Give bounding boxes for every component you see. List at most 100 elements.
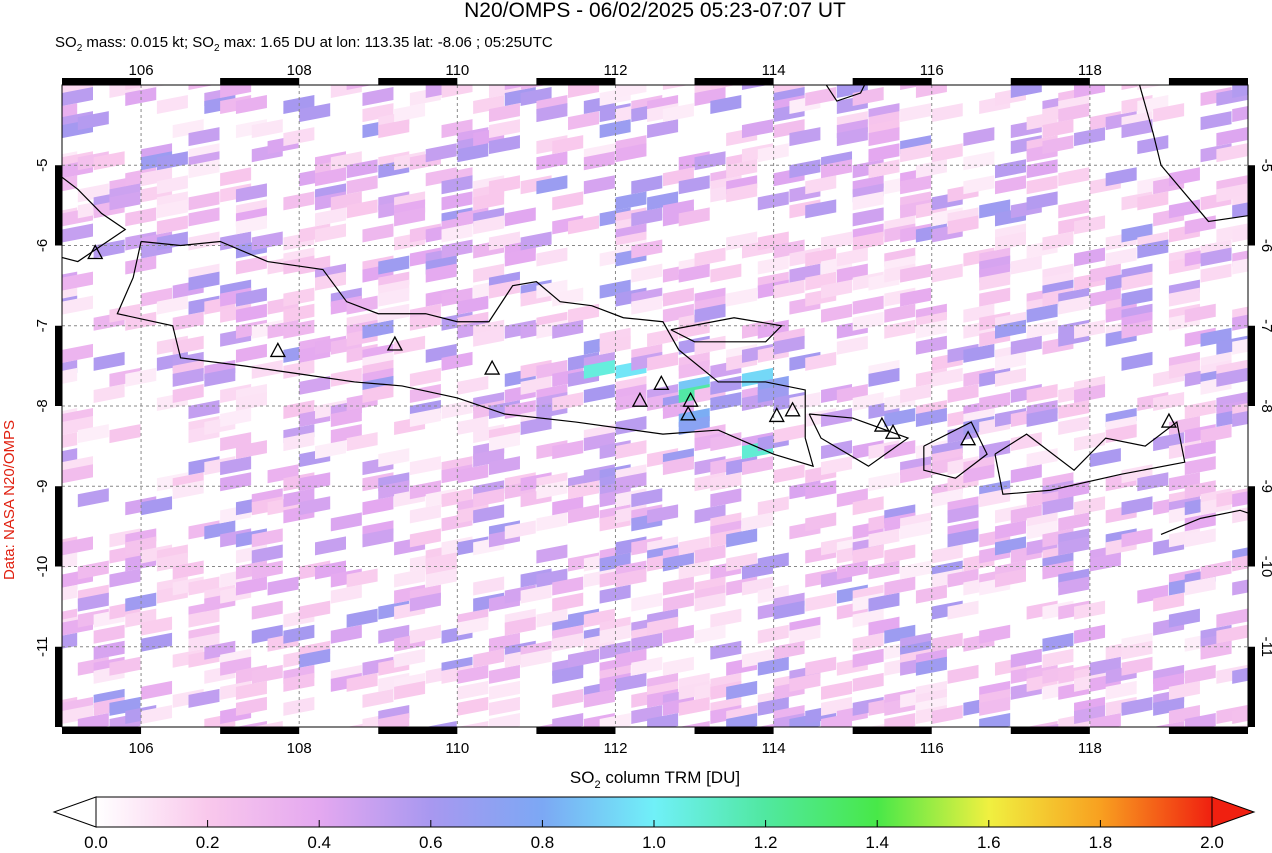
so2-pixel [504, 85, 531, 90]
so2-pixel [425, 263, 457, 283]
so2-pixel [1010, 648, 1042, 668]
so2-pixel [315, 223, 347, 243]
so2-pixel [552, 319, 584, 339]
so2-pixel [994, 568, 1026, 588]
so2-pixel [852, 544, 884, 564]
so2-pixel [157, 729, 188, 748]
so2-pixel [62, 295, 93, 315]
so2-pixel [536, 175, 568, 195]
so2-pixel [330, 408, 362, 428]
so2-pixel [726, 712, 758, 727]
so2-pixel [251, 528, 283, 548]
so2-pixel [77, 560, 109, 580]
x-tick-label-bottom: 114 [762, 740, 786, 757]
so2-pixel [188, 127, 220, 147]
so2-pixel [662, 456, 694, 476]
so2-pixel [900, 383, 932, 403]
so2-pixel [805, 351, 837, 371]
volcano [1160, 412, 1178, 428]
so2-pixel [77, 488, 109, 508]
so2-pixel [378, 287, 410, 307]
so2-pixel [109, 424, 141, 444]
so2-pixel [647, 504, 679, 524]
coastline [62, 176, 127, 263]
so2-pixel [900, 287, 932, 307]
so2-pixel [62, 632, 78, 649]
x-tick-label-top: 114 [762, 62, 786, 79]
x-tick-label-bottom: 106 [129, 740, 154, 757]
so2-pixel [409, 528, 441, 548]
so2-pixel [1074, 127, 1106, 147]
so2-pixel [994, 159, 1026, 179]
so2-pixel [409, 592, 441, 612]
so2-pixel [346, 199, 378, 219]
so2-pixel [62, 367, 78, 384]
so2-pixel [362, 87, 394, 107]
so2-pixel [900, 103, 932, 123]
volcano [873, 416, 891, 432]
so2-pixel [1168, 680, 1200, 700]
colorbar-tick-label: 1.4 [865, 833, 889, 852]
so2-pixel [1058, 400, 1090, 419]
so2-pixel [694, 544, 726, 564]
so2-pixel [1248, 127, 1272, 146]
so2-pixel [362, 688, 394, 708]
so2-pixel [62, 536, 93, 556]
so2-pixel [1105, 247, 1137, 267]
so2-pixel [900, 263, 932, 283]
so2-pixel [741, 85, 768, 90]
so2-pixel [251, 560, 283, 580]
so2-pixel [1105, 167, 1137, 187]
so2-pixel [1248, 593, 1272, 612]
so2-pixel [1232, 579, 1248, 596]
so2-pixel [504, 207, 536, 227]
so2-pixel [615, 143, 647, 163]
so2-pixel [394, 568, 426, 588]
so2-pixel [410, 737, 441, 756]
colorbar-tick-label: 0.8 [531, 833, 555, 852]
volcano [631, 391, 649, 407]
so2-pixel [884, 544, 916, 564]
volcano [768, 407, 785, 423]
so2-pixel [931, 632, 963, 652]
so2-pixel [821, 456, 853, 476]
so2-pixel [694, 303, 726, 323]
so2-pixel [678, 696, 710, 716]
so2-pixel [868, 159, 900, 179]
so2-pixel [583, 359, 615, 379]
so2-pixel [1058, 536, 1090, 556]
so2-pixel [1184, 400, 1216, 419]
frame-bar [694, 727, 774, 734]
so2-pixel [631, 295, 663, 315]
so2-pixel [425, 143, 457, 163]
so2-pixel [299, 600, 331, 620]
so2-pixel [378, 712, 410, 727]
so2-pixel [852, 672, 884, 692]
frame-bar [536, 727, 616, 734]
so2-pixel [488, 103, 520, 123]
frame-ticks [55, 78, 1255, 734]
so2-pixel [299, 648, 331, 668]
volcanoes [87, 244, 1178, 446]
so2-pixel [821, 408, 853, 428]
colorbar-tick-label: 1.2 [754, 833, 778, 852]
so2-pixel [631, 656, 663, 676]
so2-pixel [583, 688, 615, 708]
so2-pixel [394, 207, 426, 227]
so2-pixel [884, 303, 916, 323]
so2-pixel [1216, 367, 1248, 387]
so2-pixel [1026, 408, 1058, 428]
so2-pixel [678, 207, 710, 227]
so2-pixel [805, 480, 837, 500]
so2-pixel [868, 472, 900, 492]
so2-pixel [552, 737, 583, 756]
so2-pixel [488, 119, 520, 139]
so2-pixel [900, 520, 932, 540]
so2-pixel [536, 544, 568, 564]
so2-pixel [647, 351, 679, 371]
so2-pixel [1184, 712, 1216, 727]
so2-pixel [299, 375, 331, 395]
so2-pixel [156, 295, 188, 315]
coastline [670, 317, 783, 343]
frame-bar [536, 78, 616, 85]
